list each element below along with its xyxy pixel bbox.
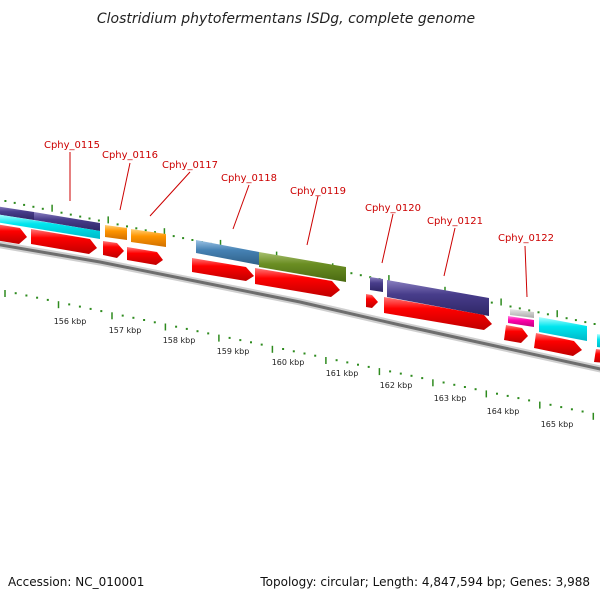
kbp-label: 157 kbp	[109, 326, 142, 335]
cds-arrow[interactable]	[504, 325, 528, 343]
feature-pink[interactable]	[508, 316, 534, 327]
gene-label[interactable]: Cphy_0115	[44, 140, 100, 151]
gene-label[interactable]: Cphy_0120	[365, 203, 421, 214]
genome-backbone	[0, 241, 600, 373]
genome-info-text: Topology: circular; Length: 4,847,594 bp…	[259, 575, 590, 589]
cds-arrow[interactable]	[384, 297, 492, 330]
feature-gray[interactable]	[510, 309, 534, 318]
gene-label[interactable]: Cphy_0122	[498, 233, 554, 244]
accession-text: Accession: NC_010001	[8, 575, 144, 589]
cds-arrow[interactable]	[534, 333, 582, 356]
kbp-label: 159 kbp	[217, 347, 250, 356]
feature-cyan[interactable]	[0, 214, 100, 239]
kbp-label: 163 kbp	[434, 394, 467, 403]
kbp-label: 164 kbp	[487, 407, 520, 416]
feature-purple[interactable]	[0, 206, 34, 220]
kbp-label: 162 kbp	[380, 381, 413, 390]
kbp-label: 160 kbp	[272, 358, 305, 367]
gene-label[interactable]: Cphy_0119	[290, 186, 346, 197]
cds-arrow[interactable]	[366, 294, 378, 308]
map-title: Clostridium phytofermentans ISDg, comple…	[97, 11, 475, 27]
lower-tick-ruler	[4, 290, 595, 420]
cds-arrow[interactable]	[103, 241, 124, 258]
cds-arrow[interactable]	[192, 258, 254, 281]
kbp-label: 156 kbp	[54, 317, 87, 326]
cds-arrow[interactable]	[31, 229, 97, 254]
cds-arrow[interactable]	[594, 349, 600, 363]
gene-label[interactable]: Cphy_0116	[102, 150, 158, 161]
feature-cyan[interactable]	[539, 317, 587, 341]
gene-track-upper	[0, 206, 600, 348]
feature-orange[interactable]	[105, 225, 127, 240]
cds-arrow[interactable]	[127, 247, 163, 265]
gene-label-leaders	[69, 152, 528, 298]
feature-olive[interactable]	[259, 252, 346, 282]
kbp-scale-labels: 156 kbp 157 kbp 158 kbp 159 kbp 160 kbp …	[54, 317, 574, 429]
gene-label[interactable]: Cphy_0121	[427, 216, 483, 227]
cds-arrow[interactable]	[0, 224, 27, 244]
kbp-label: 165 kbp	[541, 420, 574, 429]
gene-label[interactable]: Cphy_0118	[221, 173, 277, 184]
feature-orange[interactable]	[131, 229, 166, 247]
feature-purple[interactable]	[34, 212, 100, 231]
feature-cyan[interactable]	[597, 334, 600, 348]
gene-label[interactable]: Cphy_0117	[162, 160, 218, 171]
cds-track	[0, 224, 600, 363]
feature-purple[interactable]	[370, 277, 383, 292]
gene-labels: Cphy_0115 Cphy_0116 Cphy_0117 Cphy_0118 …	[44, 140, 554, 244]
feature-steelblue[interactable]	[196, 240, 259, 265]
feature-purple[interactable]	[387, 280, 489, 316]
kbp-label: 158 kbp	[163, 336, 196, 345]
cds-arrow[interactable]	[255, 268, 340, 297]
kbp-label: 161 kbp	[326, 369, 359, 378]
